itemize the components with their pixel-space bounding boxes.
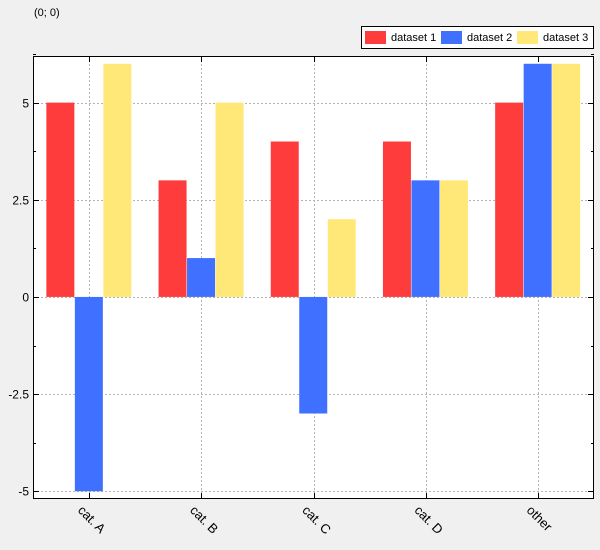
y-tick-label: 2.5 bbox=[12, 194, 29, 208]
y-axis-tick-labels: 5 2.5 0 -2.5 -5 bbox=[8, 97, 29, 499]
bar bbox=[270, 141, 299, 297]
bar bbox=[327, 219, 356, 297]
axis-ticks bbox=[33, 54, 594, 499]
legend-swatch bbox=[441, 31, 462, 44]
x-tick-label: cat. A bbox=[75, 503, 109, 537]
bar bbox=[103, 63, 132, 297]
x-axis-tick-labels: cat. A cat. B cat. C cat. D other bbox=[75, 503, 556, 538]
bar bbox=[411, 180, 440, 297]
bar bbox=[299, 296, 328, 414]
y-tick-label: -2.5 bbox=[8, 388, 29, 402]
bar bbox=[46, 102, 75, 297]
legend-label: dataset 2 bbox=[467, 32, 512, 44]
bar bbox=[215, 102, 244, 297]
x-tick-label: cat. B bbox=[187, 503, 221, 537]
bar bbox=[523, 63, 552, 297]
y-tick-label: -5 bbox=[18, 485, 29, 499]
y-tick-label: 0 bbox=[22, 291, 29, 305]
y-tick-label: 5 bbox=[22, 97, 29, 111]
bar bbox=[552, 63, 581, 297]
legend[interactable]: dataset 1 dataset 2 dataset 3 bbox=[361, 26, 594, 49]
bar bbox=[74, 296, 103, 492]
x-tick-label: cat. C bbox=[299, 503, 334, 538]
bar bbox=[158, 180, 187, 297]
legend-label: dataset 3 bbox=[543, 32, 588, 44]
coordinate-readout: (0; 0) bbox=[34, 7, 60, 19]
legend-swatch bbox=[517, 31, 538, 44]
bar bbox=[495, 102, 524, 297]
bar bbox=[187, 258, 216, 297]
legend-swatch bbox=[365, 31, 386, 44]
x-tick-label: cat. D bbox=[412, 503, 447, 538]
bar bbox=[382, 141, 411, 297]
bars bbox=[46, 63, 581, 492]
plot-frame bbox=[33, 56, 594, 499]
legend-label: dataset 1 bbox=[391, 32, 436, 44]
x-tick-label: other bbox=[524, 503, 556, 535]
bar bbox=[439, 180, 468, 297]
